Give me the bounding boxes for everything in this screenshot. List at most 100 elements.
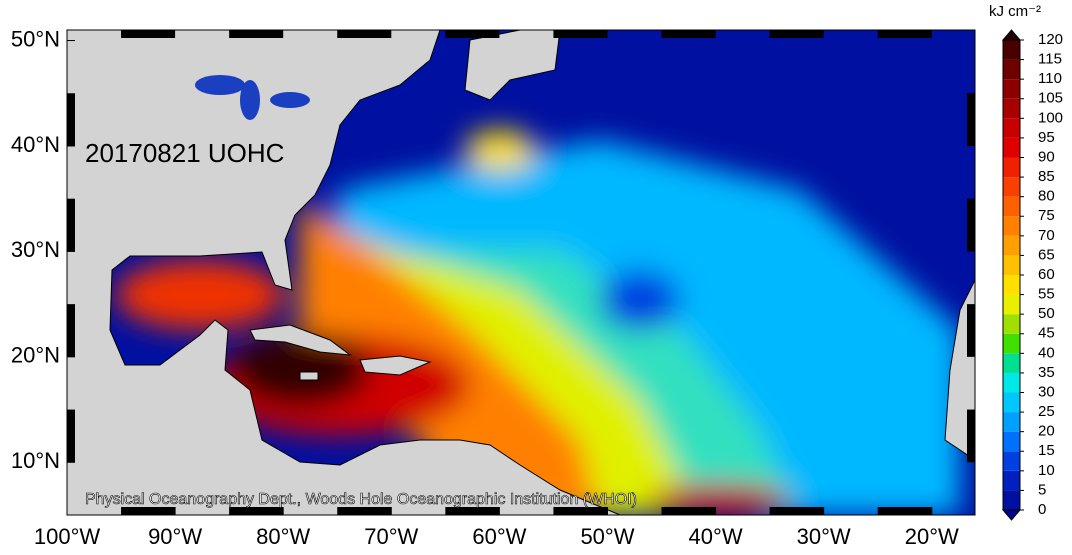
frame-band: [877, 507, 932, 515]
colorbar-tick-label: 100: [1038, 109, 1063, 126]
colorbar-bin: [1003, 353, 1020, 373]
colorbar-under: [1001, 509, 1022, 521]
x-tick-label: 20°W: [905, 524, 959, 549]
colorbar: 0 5 10 15 20 25 30 35 40 45 50 55 60 65 70 75 80 85 90 95 10…: [1001, 29, 1063, 521]
frame-band: [67, 93, 75, 146]
colorbar-bin: [1003, 216, 1020, 236]
x-tick-label: 70°W: [364, 524, 418, 549]
frame-band: [967, 198, 975, 252]
colorbar-bin: [1003, 196, 1020, 217]
colorbar-tick-label: 30: [1038, 383, 1055, 400]
map-frame: [66, 29, 976, 516]
lakes: [195, 75, 310, 120]
colorbar-title: kJ cm⁻²: [989, 3, 1041, 20]
y-tick-label: 30°N: [11, 237, 60, 262]
colorbar-tick-label: 40: [1038, 344, 1055, 361]
colorbar-tick-label: 25: [1038, 403, 1055, 420]
frame-band: [967, 93, 975, 146]
colorbar-tick-label: 110: [1038, 70, 1062, 87]
frame-band: [661, 507, 716, 515]
colorbar-tick-label: 50: [1038, 305, 1055, 322]
x-tick-label: 80°W: [256, 524, 310, 549]
x-tick-label: 60°W: [472, 524, 526, 549]
frame-band: [337, 30, 392, 38]
x-tick-label: 40°W: [689, 524, 743, 549]
frame-band: [67, 304, 75, 357]
frame-band: [67, 409, 75, 463]
colorbar-tick-label: 115: [1038, 51, 1062, 68]
colorbar-bin: [1003, 59, 1020, 80]
y-tick-label: 40°N: [11, 132, 60, 157]
y-tick-label: 50°N: [11, 26, 60, 51]
colorbar-bin: [1003, 255, 1020, 275]
colorbar-bin: [1003, 177, 1020, 197]
frame-band: [121, 30, 176, 38]
frame-band: [445, 30, 500, 38]
field-orange: [300, 200, 600, 515]
colorbar-tick-label: 90: [1038, 148, 1055, 165]
colorbar-bin: [1003, 412, 1020, 432]
colorbar-tick-label: 105: [1038, 90, 1063, 107]
frame-band: [229, 30, 284, 38]
colorbar-over: [1001, 29, 1022, 41]
y-tick-label: 20°N: [11, 343, 60, 368]
colorbar-tick-label: 20: [1038, 423, 1055, 440]
frame-band: [337, 507, 392, 515]
colorbar-bin: [1003, 451, 1020, 471]
frame-band: [877, 30, 932, 38]
colorbar-tick-label: 15: [1038, 442, 1055, 459]
colorbar-tick-label: 35: [1038, 364, 1055, 381]
cuba: [249, 324, 352, 356]
frame-band: [553, 30, 608, 38]
colorbar-bin: [1003, 235, 1020, 256]
colorbar-tick-label: 70: [1038, 227, 1055, 244]
colorbar-tick-label: 120: [1038, 31, 1063, 48]
frame-band: [445, 507, 500, 515]
colorbar-bin: [1003, 372, 1020, 393]
colorbar-tick-label: 85: [1038, 168, 1055, 185]
hispaniola: [359, 355, 432, 376]
y-tick-label: 10°N: [11, 448, 60, 473]
annotation: 20170821 UOHC: [85, 138, 284, 168]
colorbar-bin: [1003, 470, 1020, 491]
colorbar-bin: [1003, 490, 1020, 510]
colorbar-tick-label: 45: [1038, 325, 1055, 342]
frame-ticks: [67, 30, 975, 515]
field-eddy: [465, 130, 535, 170]
colorbar-bin: [1003, 98, 1020, 119]
colorbar-bin: [1003, 157, 1020, 178]
x-tick-label: 30°W: [797, 524, 851, 549]
colorbar-tick-label: 0: [1038, 501, 1046, 518]
americas: [67, 30, 621, 515]
colorbar-tick-label: 60: [1038, 266, 1055, 283]
colorbar-tick-label: 10: [1038, 462, 1055, 479]
colorbar-bin: [1003, 333, 1020, 354]
colorbar-tick-label: 55: [1038, 286, 1055, 303]
colorbar-bin: [1003, 137, 1020, 158]
colorbar-bin: [1003, 314, 1020, 334]
colorbar-tick-label: 75: [1038, 207, 1055, 224]
colorbar-bin: [1003, 79, 1020, 99]
colorbar-tick-label: 80: [1038, 188, 1055, 205]
x-tick-label: 90°W: [148, 524, 202, 549]
frame-band: [769, 507, 824, 515]
field-gulf: [115, 260, 285, 330]
colorbar-bin: [1003, 392, 1020, 413]
jamaica: [299, 371, 319, 381]
frame-band: [121, 507, 176, 515]
field-cool: [600, 270, 680, 330]
frame-band: [769, 30, 824, 38]
colorbar-tick-label: 95: [1038, 129, 1055, 146]
credit: Physical Oceanography Dept., Woods Hole …: [85, 491, 637, 508]
frame-band: [553, 507, 608, 515]
colorbar-tick-label: 5: [1038, 481, 1046, 498]
colorbar-tick-label: 65: [1038, 246, 1055, 263]
x-tick-label: 50°W: [580, 524, 634, 549]
map-body: [67, 30, 975, 515]
frame-band: [967, 304, 975, 357]
colorbar-bin: [1003, 431, 1020, 452]
frame-band: [67, 198, 75, 252]
colorbar-bin: [1003, 275, 1020, 295]
